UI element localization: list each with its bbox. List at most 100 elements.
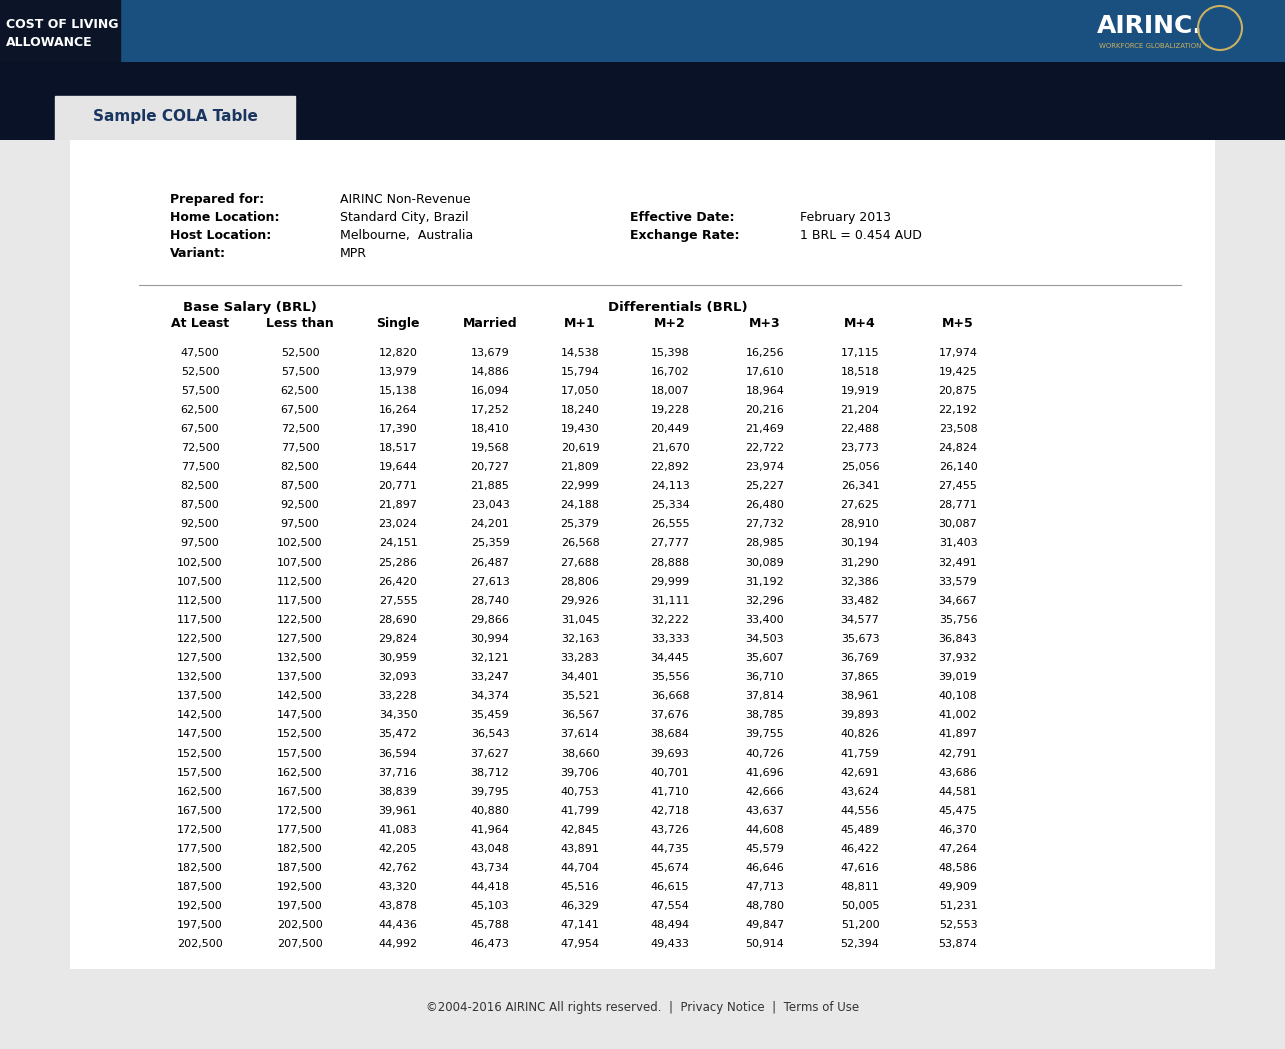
Text: 31,403: 31,403	[938, 538, 978, 549]
Text: 43,320: 43,320	[379, 882, 418, 892]
Text: 43,624: 43,624	[840, 787, 879, 796]
Text: 50,005: 50,005	[840, 901, 879, 912]
Text: 26,420: 26,420	[379, 577, 418, 586]
Text: 52,500: 52,500	[181, 367, 220, 377]
Text: 40,108: 40,108	[938, 691, 978, 701]
Text: 29,824: 29,824	[379, 634, 418, 644]
Text: AIRINC.: AIRINC.	[1097, 14, 1203, 38]
Text: 46,329: 46,329	[560, 901, 599, 912]
Text: 45,489: 45,489	[840, 825, 879, 835]
Text: 202,500: 202,500	[177, 940, 222, 949]
Text: 167,500: 167,500	[278, 787, 323, 796]
Text: 24,188: 24,188	[560, 500, 600, 510]
Text: 19,919: 19,919	[840, 386, 879, 395]
Text: 34,401: 34,401	[560, 672, 599, 682]
Text: 39,795: 39,795	[470, 787, 509, 796]
Text: 34,503: 34,503	[745, 634, 784, 644]
Text: 37,627: 37,627	[470, 749, 509, 758]
Text: 42,691: 42,691	[840, 768, 879, 777]
Text: 32,296: 32,296	[745, 596, 784, 605]
Text: 35,673: 35,673	[840, 634, 879, 644]
Text: 18,964: 18,964	[745, 386, 784, 395]
Text: 37,932: 37,932	[938, 654, 978, 663]
Text: 122,500: 122,500	[278, 615, 323, 625]
Text: 17,610: 17,610	[745, 367, 784, 377]
Text: 192,500: 192,500	[177, 901, 222, 912]
Text: 202,500: 202,500	[278, 920, 323, 930]
Text: 41,759: 41,759	[840, 749, 879, 758]
Text: 27,455: 27,455	[938, 481, 978, 491]
Bar	[0, 0, 120, 62]
Text: Effective Date:: Effective Date:	[630, 211, 735, 223]
Text: 30,087: 30,087	[938, 519, 978, 530]
Text: 33,579: 33,579	[938, 577, 978, 586]
Text: 40,701: 40,701	[650, 768, 689, 777]
Text: AIRINC Non-Revenue: AIRINC Non-Revenue	[341, 193, 470, 206]
Text: 22,722: 22,722	[745, 443, 785, 453]
Text: 25,379: 25,379	[560, 519, 599, 530]
Text: 47,141: 47,141	[560, 920, 599, 930]
Text: 23,773: 23,773	[840, 443, 879, 453]
Text: 38,660: 38,660	[560, 749, 599, 758]
Text: 48,586: 48,586	[938, 863, 978, 873]
Text: 42,205: 42,205	[379, 844, 418, 854]
Text: 16,256: 16,256	[745, 347, 784, 358]
Text: 33,333: 33,333	[650, 634, 689, 644]
Text: 19,430: 19,430	[560, 424, 599, 434]
Text: 27,688: 27,688	[560, 558, 600, 568]
Text: 102,500: 102,500	[278, 538, 323, 549]
Text: 30,194: 30,194	[840, 538, 879, 549]
Text: 152,500: 152,500	[177, 749, 222, 758]
Text: 62,500: 62,500	[181, 405, 220, 414]
Text: 82,500: 82,500	[280, 463, 320, 472]
Text: 24,113: 24,113	[650, 481, 689, 491]
Text: 24,201: 24,201	[470, 519, 509, 530]
Text: 20,875: 20,875	[938, 386, 978, 395]
Text: 177,500: 177,500	[177, 844, 222, 854]
Text: 197,500: 197,500	[177, 920, 222, 930]
Text: 44,704: 44,704	[560, 863, 600, 873]
Text: 18,240: 18,240	[560, 405, 599, 414]
Text: 23,024: 23,024	[379, 519, 418, 530]
Text: 26,487: 26,487	[470, 558, 509, 568]
Text: 107,500: 107,500	[278, 558, 323, 568]
Text: 27,613: 27,613	[470, 577, 509, 586]
Text: 197,500: 197,500	[278, 901, 323, 912]
Text: 24,824: 24,824	[938, 443, 978, 453]
Text: 15,138: 15,138	[379, 386, 418, 395]
Text: 36,710: 36,710	[745, 672, 784, 682]
Text: February 2013: February 2013	[801, 211, 891, 223]
Text: 30,959: 30,959	[379, 654, 418, 663]
Text: 35,607: 35,607	[745, 654, 784, 663]
Text: 38,684: 38,684	[650, 729, 690, 740]
Text: 44,436: 44,436	[379, 920, 418, 930]
Text: WORKFORCE GLOBALIZATION: WORKFORCE GLOBALIZATION	[1099, 43, 1201, 49]
Text: Differentials (BRL): Differentials (BRL)	[608, 300, 748, 314]
Text: 21,670: 21,670	[650, 443, 689, 453]
Text: 21,885: 21,885	[470, 481, 509, 491]
Text: 20,727: 20,727	[470, 463, 509, 472]
Text: 34,577: 34,577	[840, 615, 879, 625]
Text: Single: Single	[377, 317, 420, 329]
Text: 27,625: 27,625	[840, 500, 879, 510]
Text: 17,252: 17,252	[470, 405, 509, 414]
Text: 157,500: 157,500	[177, 768, 222, 777]
Text: 49,847: 49,847	[745, 920, 785, 930]
Text: 25,334: 25,334	[650, 500, 689, 510]
Text: 25,056: 25,056	[840, 463, 879, 472]
Text: 32,121: 32,121	[470, 654, 509, 663]
Text: 15,794: 15,794	[560, 367, 599, 377]
Text: 127,500: 127,500	[177, 654, 222, 663]
Text: 35,472: 35,472	[379, 729, 418, 740]
Text: 26,140: 26,140	[938, 463, 978, 472]
Text: 32,222: 32,222	[650, 615, 690, 625]
Text: 132,500: 132,500	[177, 672, 222, 682]
Text: 77,500: 77,500	[280, 443, 320, 453]
Circle shape	[1198, 6, 1243, 50]
Text: 167,500: 167,500	[177, 806, 222, 816]
Text: 22,999: 22,999	[560, 481, 600, 491]
Text: 52,553: 52,553	[938, 920, 978, 930]
Text: 72,500: 72,500	[280, 424, 320, 434]
Text: 44,992: 44,992	[379, 940, 418, 949]
Text: 25,286: 25,286	[379, 558, 418, 568]
